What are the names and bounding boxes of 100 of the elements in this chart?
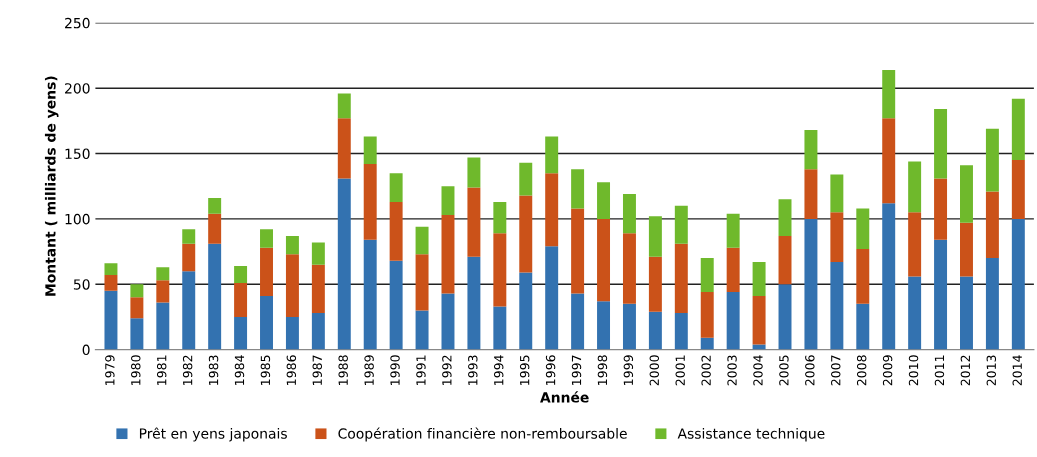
- bar: [622, 233, 636, 304]
- bar: [726, 292, 740, 350]
- bar: [545, 246, 559, 350]
- x-tick-label: 1995: [519, 355, 530, 385]
- bar: [441, 186, 455, 215]
- bar: [337, 178, 351, 350]
- x-tick-label: 1987: [312, 355, 322, 385]
- bar: [260, 229, 273, 248]
- bar: [130, 284, 144, 298]
- x-tick-label: 2007: [831, 355, 841, 386]
- bar: [182, 243, 196, 272]
- bar: [389, 260, 403, 350]
- bar: [985, 191, 999, 259]
- bar: [674, 243, 688, 314]
- bar: [908, 212, 922, 277]
- bar: [363, 136, 377, 165]
- bar: [104, 275, 118, 291]
- bar: [934, 239, 948, 350]
- bar: [674, 313, 688, 350]
- bar: [208, 213, 222, 244]
- x-tick-label: 2010: [908, 355, 919, 386]
- x-tick-label: 1986: [286, 355, 297, 385]
- x-tick-label: 1994: [494, 355, 504, 385]
- bar: [985, 128, 999, 192]
- bar: [234, 316, 248, 350]
- bar: [778, 235, 792, 285]
- bar: [363, 164, 377, 240]
- bar: [415, 226, 429, 255]
- bar: [934, 178, 948, 240]
- bar: [545, 173, 559, 247]
- bar: [337, 93, 351, 119]
- bar: [182, 229, 196, 244]
- x-tick-label: 2012: [960, 355, 971, 386]
- bar: [597, 301, 611, 350]
- legend-label: Coopération financière non-remboursable: [338, 427, 627, 442]
- bar: [467, 256, 481, 350]
- bar: [985, 258, 999, 350]
- x-tick-label: 2011: [934, 355, 945, 386]
- bar: [337, 118, 351, 179]
- bar: [415, 254, 429, 311]
- bar: [882, 118, 896, 204]
- bar: [674, 205, 688, 244]
- bar: [208, 197, 222, 214]
- bar: [908, 276, 922, 350]
- bar: [571, 208, 585, 294]
- bar: [830, 212, 844, 263]
- x-tick-label: 2002: [701, 355, 711, 386]
- bar: [389, 201, 403, 261]
- bar: [441, 293, 455, 350]
- bar: [960, 276, 973, 350]
- bar: [804, 169, 818, 219]
- bar: [493, 306, 507, 350]
- legend-label: Prêt en yens japonais: [139, 427, 287, 442]
- bar: [882, 69, 896, 119]
- x-tick-label: 2003: [727, 355, 737, 386]
- bar: [519, 195, 533, 273]
- x-tick-label: 1980: [131, 355, 141, 385]
- bar: [311, 264, 325, 314]
- bar: [363, 239, 377, 350]
- x-tick-label: 1991: [416, 355, 426, 385]
- x-tick-label: 2000: [649, 355, 660, 386]
- x-tick-label: 1998: [597, 355, 608, 385]
- bar: [519, 162, 533, 196]
- bar: [752, 296, 766, 345]
- x-tick-label: 2008: [856, 355, 867, 386]
- x-tick-label: 1985: [260, 355, 271, 385]
- bar: [882, 203, 896, 350]
- bar: [908, 161, 922, 213]
- bar: [156, 280, 170, 303]
- bar: [130, 318, 144, 350]
- y-tick-label: 200: [65, 83, 90, 94]
- bar: [441, 214, 455, 294]
- bar: [726, 247, 740, 293]
- x-tick-label: 2006: [805, 355, 815, 386]
- x-tick-label: 2014: [1012, 355, 1022, 386]
- y-tick-label: 50: [73, 279, 90, 290]
- x-tick-label: 1990: [390, 355, 400, 385]
- bar: [856, 208, 870, 249]
- bar: [415, 310, 429, 350]
- bar: [648, 256, 662, 312]
- bar: [700, 292, 714, 338]
- x-tick-label: 1997: [571, 355, 582, 385]
- bar: [467, 157, 481, 188]
- x-tick-label: 1988: [338, 355, 348, 385]
- x-tick-label: 1999: [623, 355, 634, 385]
- bar: [778, 284, 792, 350]
- bar: [311, 242, 325, 265]
- bar: [752, 344, 766, 350]
- bar: [856, 248, 870, 304]
- bar: [648, 216, 662, 257]
- x-tick-label: 1981: [156, 355, 167, 385]
- bar: [1011, 160, 1025, 219]
- x-tick-label: 2013: [986, 355, 997, 386]
- bar: [285, 235, 299, 255]
- bar: [700, 337, 714, 350]
- bar: [804, 130, 818, 170]
- x-tick-label: 1989: [364, 355, 374, 385]
- bar: [545, 136, 559, 174]
- bar: [260, 296, 273, 350]
- bar: [260, 247, 273, 297]
